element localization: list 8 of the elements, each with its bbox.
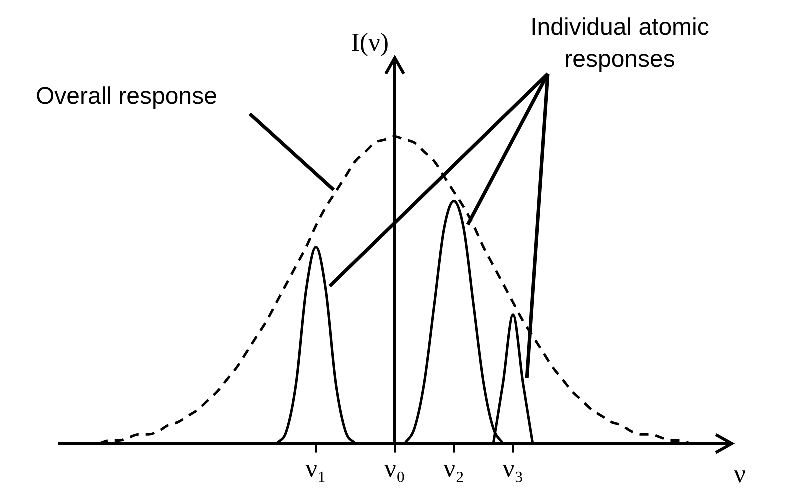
x-tick-label: ν₀: [384, 454, 406, 484]
x-axis-title: ν: [734, 460, 746, 489]
x-tick-label: ν₂: [444, 454, 465, 484]
x-tick-label: ν₃: [502, 454, 524, 484]
x-tick-label: ν₁: [306, 454, 327, 484]
text: Overall response: [36, 83, 218, 110]
text: Individual atomic responses: [530, 14, 710, 73]
y-axis-title: I(ν): [351, 28, 389, 57]
